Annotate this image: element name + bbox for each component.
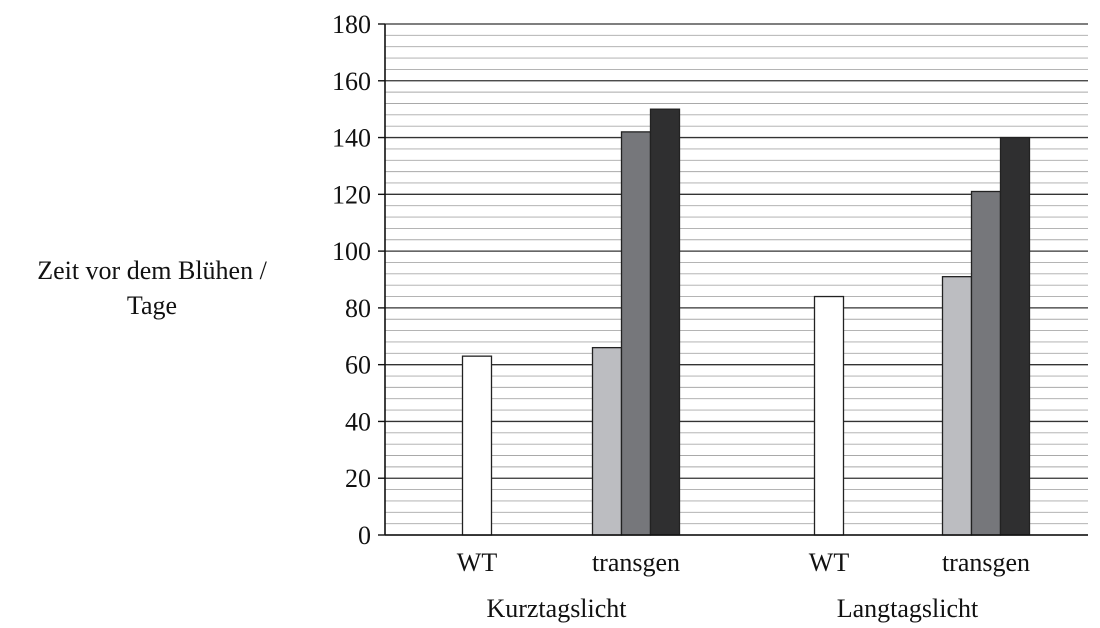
bar-kurztagslicht-transgen-2 xyxy=(620,131,652,536)
bar-langtagslicht-transgen-3 xyxy=(999,136,1031,536)
bars xyxy=(461,108,1031,536)
y-tick-label: 40 xyxy=(345,407,371,436)
y-tick-label: 120 xyxy=(332,180,371,209)
bar-langtagslicht-transgen-2 xyxy=(970,190,1002,536)
category-label: WT xyxy=(809,548,850,577)
labels: WT transgen Kurztagslicht WT transgen Langtag… xyxy=(332,10,1030,623)
y-tick-label: 60 xyxy=(345,351,371,380)
bar-kurztagslicht-wt-1 xyxy=(461,355,493,536)
y-tick-label: 20 xyxy=(345,464,371,493)
category-label: WT xyxy=(457,548,498,577)
y-tick-label: 140 xyxy=(332,124,371,153)
y-axis-label-line-2: Tage xyxy=(127,291,177,320)
y-tick-label: 80 xyxy=(345,294,371,323)
bar-langtagslicht-transgen-1 xyxy=(941,276,973,536)
bar-langtagslicht-wt-1 xyxy=(813,295,845,536)
group-label: Langtagslicht xyxy=(837,594,979,623)
axes xyxy=(378,23,1088,536)
y-tick-label: 100 xyxy=(332,237,371,266)
y-axis-label-line-1: Zeit vor dem Blühen / xyxy=(37,256,267,285)
bar-kurztagslicht-transgen-3 xyxy=(649,108,681,536)
y-tick-label: 0 xyxy=(358,521,371,550)
category-label: transgen xyxy=(592,548,680,577)
y-tick-label: 160 xyxy=(332,67,371,96)
group-label: Kurztagslicht xyxy=(486,594,627,623)
category-label: transgen xyxy=(942,548,1030,577)
y-tick-label: 180 xyxy=(332,10,371,39)
bar-kurztagslicht-transgen-1 xyxy=(591,346,623,536)
